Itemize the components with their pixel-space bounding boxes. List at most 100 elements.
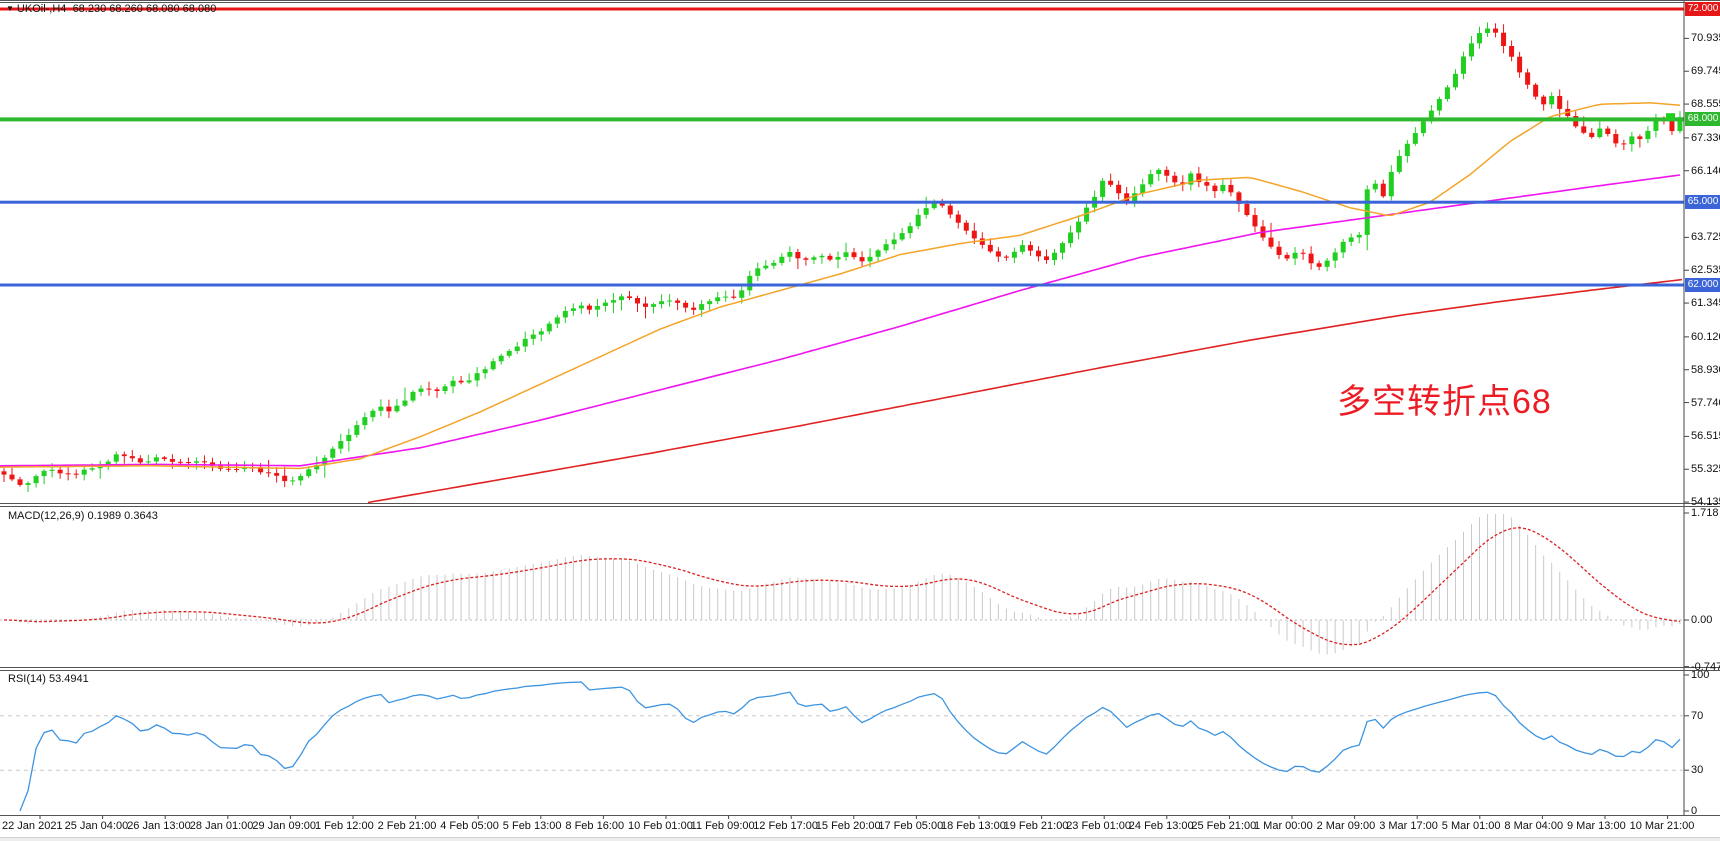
time-axis-label: 4 Feb 05:00 xyxy=(440,820,499,832)
candlestick xyxy=(1068,232,1074,244)
time-axis-label: 28 Jan 01:00 xyxy=(189,820,254,832)
hline-72[interactable] xyxy=(0,7,1684,11)
candlestick xyxy=(626,296,632,298)
rsi-axis-label: 70 xyxy=(1691,709,1704,722)
candlestick xyxy=(971,230,977,239)
hline-68[interactable] xyxy=(0,117,1684,122)
candlestick xyxy=(955,214,961,223)
candlestick xyxy=(330,448,336,458)
candlestick xyxy=(1300,252,1306,254)
symbol-dropdown-icon[interactable]: ▼ xyxy=(6,4,14,13)
candlestick xyxy=(1509,46,1515,57)
candlestick xyxy=(1011,251,1017,258)
bottom-scroll-strip[interactable] xyxy=(0,837,1720,841)
candlestick xyxy=(1501,32,1507,47)
candlestick xyxy=(1140,184,1146,194)
price-axis-label: 57.740 xyxy=(1691,396,1720,409)
candlestick xyxy=(675,300,681,303)
candlestick xyxy=(570,308,576,311)
candlestick xyxy=(963,222,969,231)
candlestick xyxy=(410,391,416,401)
candlestick xyxy=(426,388,432,390)
price-axis-label: 54.135 xyxy=(1691,496,1720,509)
candlestick xyxy=(779,256,785,263)
time-axis-label: 5 Mar 01:00 xyxy=(1441,820,1501,832)
candlestick xyxy=(370,410,376,418)
ma_fast-line xyxy=(0,102,1681,470)
candlestick xyxy=(1372,183,1378,190)
candlestick xyxy=(1228,184,1234,193)
candlestick xyxy=(602,302,608,306)
candlestick xyxy=(145,461,151,463)
candlestick xyxy=(1589,132,1595,138)
candlestick xyxy=(851,252,857,258)
hline-65[interactable] xyxy=(0,200,1684,204)
macd-axis-label: 1.718 xyxy=(1691,507,1719,519)
candlestick xyxy=(1212,185,1218,192)
time-axis-label: 17 Feb 05:00 xyxy=(878,820,944,832)
candlestick xyxy=(161,457,167,460)
candlestick xyxy=(258,467,264,473)
candlestick xyxy=(1132,193,1138,204)
candlestick xyxy=(1493,28,1499,33)
candlestick xyxy=(1172,175,1178,183)
candlestick xyxy=(1316,263,1322,267)
main-macd-separator2[interactable] xyxy=(0,506,1720,507)
candlestick xyxy=(1284,254,1290,259)
candlestick xyxy=(1324,260,1330,267)
candlestick xyxy=(514,346,520,351)
candlestick xyxy=(1148,174,1154,185)
price-axis-label: 60.120 xyxy=(1691,330,1720,343)
price-badge-62.000: 62.000 xyxy=(1685,278,1720,292)
candlestick xyxy=(1388,171,1394,197)
candlestick xyxy=(554,317,560,324)
candlestick xyxy=(1645,130,1651,140)
annotation-text[interactable]: 多空转折点68 xyxy=(1337,383,1552,421)
price-badge-72.000: 72.000 xyxy=(1685,2,1720,16)
candlestick xyxy=(1557,95,1563,109)
candlestick xyxy=(234,468,240,470)
time-axis-label: 8 Mar 04:00 xyxy=(1504,820,1564,832)
hline-62[interactable] xyxy=(0,283,1684,287)
candlestick xyxy=(1460,56,1466,74)
macd-rsi-separator2[interactable] xyxy=(0,670,1720,671)
candlestick xyxy=(979,238,985,245)
candlestick xyxy=(1035,250,1041,257)
candlestick xyxy=(1485,28,1491,34)
candlestick xyxy=(17,479,23,485)
candlestick xyxy=(995,251,1001,257)
candlestick xyxy=(386,406,392,412)
candlestick xyxy=(747,275,753,291)
time-axis-label: 10 Mar 21:00 xyxy=(1629,820,1695,832)
candlestick xyxy=(65,473,71,475)
candlestick xyxy=(795,251,801,259)
candlestick xyxy=(434,389,440,392)
price-badge-68.000: 68.000 xyxy=(1685,112,1720,127)
window-top-border2 xyxy=(0,2,1720,3)
time-axis-label: 18 Feb 13:00 xyxy=(941,820,1006,832)
candlestick xyxy=(346,434,352,442)
candlestick xyxy=(1452,73,1458,88)
candlestick xyxy=(827,255,833,260)
candlestick xyxy=(1108,180,1114,185)
candlestick xyxy=(923,208,929,215)
candlestick xyxy=(378,406,384,411)
candlestick xyxy=(1027,245,1033,251)
candlestick xyxy=(731,296,737,298)
macd-rsi-separator[interactable] xyxy=(0,667,1720,668)
candlestick xyxy=(506,350,512,356)
candlestick xyxy=(1396,156,1402,172)
candlestick xyxy=(771,262,777,266)
candlestick xyxy=(25,483,31,485)
candlestick xyxy=(859,257,865,262)
candlestick xyxy=(1043,256,1049,261)
candlestick xyxy=(49,469,55,471)
candlestick xyxy=(1541,96,1547,105)
candlestick xyxy=(618,296,624,301)
candlestick xyxy=(699,304,705,310)
candlestick xyxy=(169,459,175,462)
main-macd-separator[interactable] xyxy=(0,503,1720,504)
candlestick xyxy=(153,457,159,462)
time-axis-label: 23 Feb 01:00 xyxy=(1066,820,1132,832)
